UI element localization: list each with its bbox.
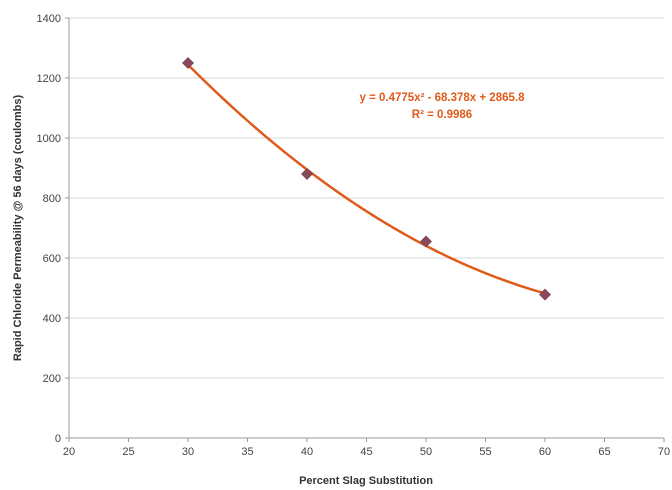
y-tick-label: 400	[43, 313, 61, 325]
x-tick-label: 30	[182, 446, 194, 458]
axes	[65, 17, 665, 442]
y-tick-label: 1400	[37, 13, 61, 25]
data-points	[182, 57, 551, 301]
data-point	[539, 288, 551, 301]
x-tick-label: 35	[241, 446, 253, 458]
data-point	[182, 57, 194, 69]
x-tick-label: 20	[63, 446, 75, 458]
y-axis-title: Rapid Chloride Permeability @ 56 days (c…	[12, 95, 24, 362]
data-point	[301, 168, 313, 180]
x-tick-label: 65	[598, 446, 610, 458]
y-tick-label: 600	[43, 253, 61, 265]
r-squared-label: R² = 0.9986	[412, 109, 472, 121]
gridlines	[69, 17, 664, 379]
x-tick-label: 40	[301, 446, 313, 458]
x-tick-label: 50	[420, 446, 432, 458]
x-tick-labels: 20 25 30 35 40 45 50 55 60 65 70	[63, 446, 670, 458]
x-tick-label: 25	[122, 446, 134, 458]
x-tick-label: 60	[539, 446, 551, 458]
y-tick-label: 200	[43, 373, 61, 385]
x-tick-label: 55	[479, 446, 491, 458]
y-tick-labels: 0 200 400 600 800 1000 1200 1400	[37, 13, 61, 445]
trendline	[187, 63, 546, 295]
y-tick-label: 1200	[37, 73, 61, 85]
data-point	[420, 235, 432, 248]
y-tick-label: 1000	[37, 133, 61, 145]
x-tick-label: 45	[360, 446, 372, 458]
y-tick-label: 0	[55, 433, 61, 445]
y-tick-label: 800	[43, 193, 61, 205]
x-axis-title: Percent Slag Substitution	[299, 475, 433, 487]
x-tick-label: 70	[658, 446, 670, 458]
trendline-equation: y = 0.4775x² - 68.378x + 2865.8	[360, 92, 526, 104]
